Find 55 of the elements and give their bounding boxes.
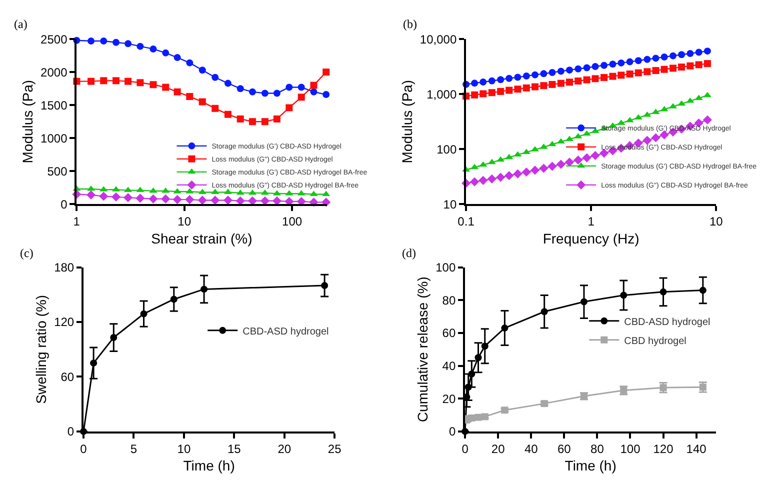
x-tick-label: 120 [653, 442, 674, 456]
y-tick-label: 10,000 [420, 32, 457, 46]
y-tick-label: 500 [47, 164, 68, 178]
x-tick-label: 100 [282, 214, 302, 229]
chart-title: (b) [403, 17, 417, 31]
y-tick-label: 1,000 [426, 87, 457, 102]
x-tick-label: 5 [130, 442, 138, 456]
x-tick-label: 10 [709, 214, 724, 229]
y-tick-label: 2500 [40, 32, 68, 46]
x-tick-label: 0 [80, 442, 88, 456]
legend-label: CBD hydrogel [624, 336, 686, 347]
y-axis-title: Cumulative release (%) [414, 276, 431, 422]
x-tick-label: 0 [462, 442, 469, 456]
chart-title: (c) [20, 246, 34, 260]
x-tick-label: 10 [177, 442, 191, 456]
legend-label: CBD-ASD hydrogel [624, 316, 710, 328]
x-tick-label: 60 [557, 442, 572, 456]
x-tick-label: 1 [588, 214, 595, 229]
y-axis-title: Swelling ratio (%) [33, 294, 50, 404]
x-axis-title: Time (h) [564, 458, 616, 474]
y-tick-label: 60 [442, 326, 456, 340]
x-axis-title: Shear strain (%) [151, 230, 252, 246]
x-tick-label: 15 [227, 442, 242, 456]
x-tick-label: 10 [178, 214, 192, 229]
x-axis-title: Frequency (Hz) [542, 230, 640, 246]
x-tick-label: 100 [620, 442, 641, 456]
y-tick-label: 100 [436, 142, 457, 156]
y-tick-label: 0 [448, 424, 456, 439]
legend-label: CBD-ASD hydrogel [242, 326, 329, 338]
x-tick-label: 20 [278, 442, 292, 456]
x-tick-label: 20 [491, 442, 506, 456]
y-tick-label: 20 [442, 392, 456, 406]
x-tick-label: 25 [328, 442, 342, 456]
y-tick-label: 40 [442, 359, 456, 373]
chart-title: (d) [402, 246, 416, 260]
y-axis-title: Modulus (Pa) [20, 80, 36, 164]
x-axis-title: Time (h) [183, 458, 235, 474]
y-tick-label: 0 [60, 197, 68, 212]
x-tick-label: 40 [524, 442, 538, 456]
y-tick-label: 10 [443, 197, 457, 212]
x-tick-label: 80 [590, 442, 604, 456]
x-tick-label: 140 [686, 442, 707, 456]
y-axis-title: Modulus (Pa) [399, 80, 416, 164]
y-tick-label: 120 [54, 315, 74, 330]
x-tick-label: 0.1 [458, 214, 475, 229]
y-tick-label: 1500 [40, 98, 68, 112]
y-tick-label: 180 [54, 260, 74, 275]
chart-title: (a) [14, 17, 28, 31]
y-tick-label: 1000 [40, 131, 68, 146]
y-tick-label: 2000 [40, 65, 68, 80]
y-tick-label: 0 [67, 424, 74, 439]
y-tick-label: 60 [60, 370, 74, 384]
y-tick-label: 100 [436, 260, 456, 275]
y-tick-label: 80 [442, 293, 456, 308]
x-tick-label: 1 [73, 214, 80, 229]
